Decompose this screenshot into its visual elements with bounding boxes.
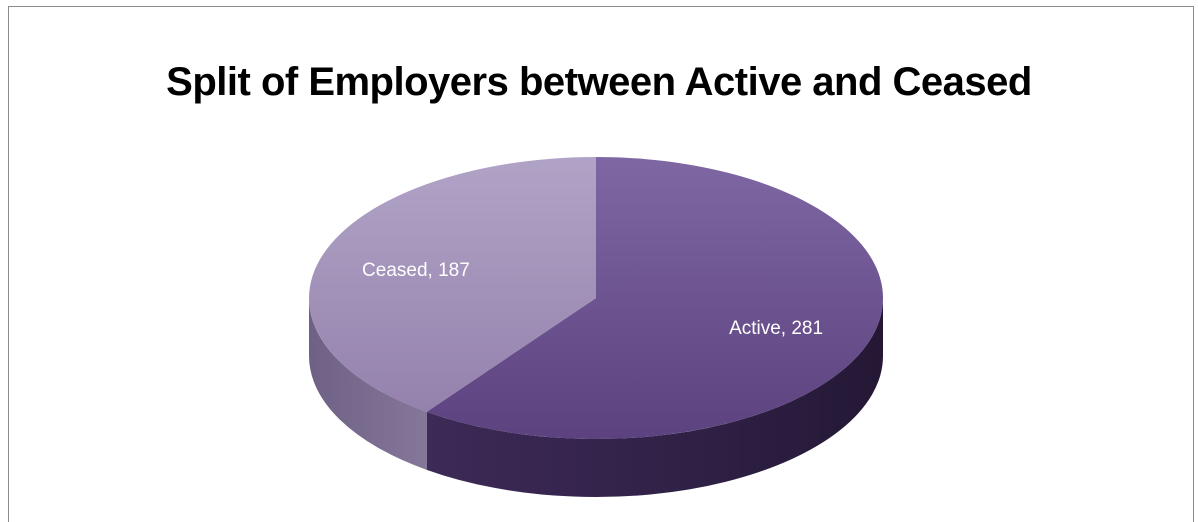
pie-slice-active [426,157,884,439]
data-label-ceased: Ceased, 187 [362,260,470,281]
pie-slice-ceased [309,157,596,412]
pie-side-ceased [309,298,427,470]
chart-title: Split of Employers between Active and Ce… [166,60,1032,104]
data-label-active: Active, 281 [729,318,823,339]
pie-side-active [426,298,883,497]
